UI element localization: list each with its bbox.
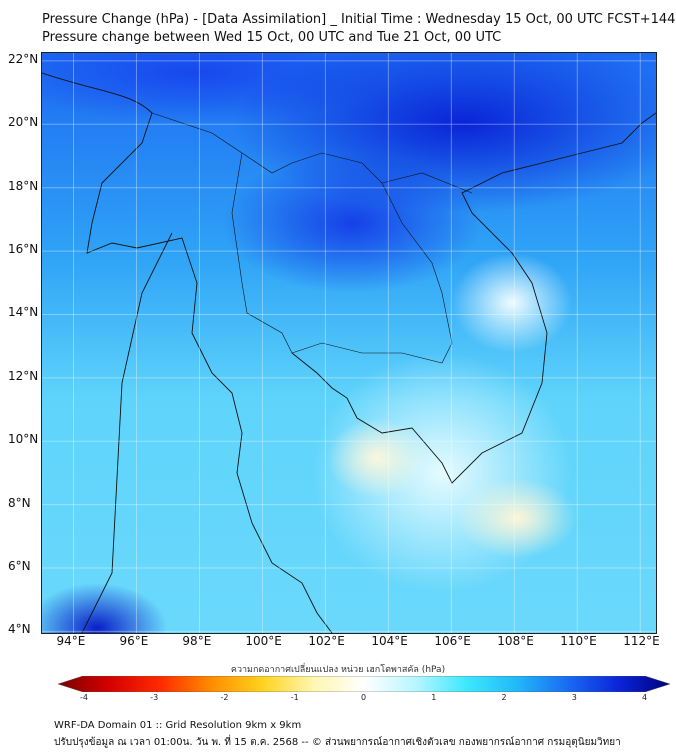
lat-tick-label: 10°N bbox=[8, 432, 39, 447]
map-overlay bbox=[42, 53, 656, 633]
lon-tick-label: 96°E bbox=[119, 634, 149, 648]
lon-tick-label: 112°E bbox=[623, 634, 660, 648]
colorbar bbox=[58, 676, 670, 692]
lat-tick-label: 4°N bbox=[8, 622, 31, 637]
pressure-change-map bbox=[41, 52, 657, 634]
footer-update-info: ปรับปรุงข้อมูล ณ เวลา 01:00น. วัน พ. ที่… bbox=[54, 737, 621, 748]
colorbar-tick-label: -2 bbox=[220, 693, 229, 702]
lon-tick-label: 100°E bbox=[245, 634, 282, 648]
colorbar-tick-label: -4 bbox=[80, 693, 88, 702]
chart-subtitle: Pressure change between Wed 15 Oct, 00 U… bbox=[42, 30, 502, 45]
colorbar-tick-label: 0 bbox=[361, 693, 367, 702]
coastline bbox=[42, 72, 656, 633]
lon-tick-label: 98°E bbox=[182, 634, 212, 648]
lat-tick-label: 12°N bbox=[8, 368, 39, 383]
chart-title: Pressure Change (hPa) - [Data Assimilati… bbox=[42, 12, 676, 27]
lon-tick-label: 94°E bbox=[56, 634, 86, 648]
footer-model-info: WRF-DA Domain 01 :: Grid Resolution 9km … bbox=[54, 720, 302, 731]
colorbar-tick-label: 2 bbox=[501, 693, 507, 702]
lon-tick-label: 110°E bbox=[560, 634, 597, 648]
lon-tick-label: 106°E bbox=[434, 634, 471, 648]
colorbar-tick-label: -3 bbox=[150, 693, 159, 702]
lat-tick-label: 6°N bbox=[8, 559, 31, 574]
lat-tick-label: 8°N bbox=[8, 495, 31, 510]
colorbar-label: ความกดอากาศเปลี่ยนแปลง หน่วย เฮกโตพาสคัล… bbox=[230, 665, 446, 675]
colorbar-tick-label: 1 bbox=[431, 693, 437, 702]
colorbar-tick-label: -1 bbox=[290, 693, 299, 702]
lat-tick-label: 18°N bbox=[8, 178, 39, 193]
lon-tick-label: 102°E bbox=[308, 634, 345, 648]
colorbar-fill bbox=[58, 676, 670, 692]
colorbar-tick-label: 3 bbox=[571, 693, 577, 702]
lon-tick-label: 108°E bbox=[497, 634, 534, 648]
lat-tick-label: 16°N bbox=[8, 242, 39, 257]
lat-tick-label: 20°N bbox=[8, 115, 39, 130]
lon-tick-label: 104°E bbox=[371, 634, 408, 648]
lat-tick-label: 14°N bbox=[8, 305, 39, 320]
lat-tick-label: 22°N bbox=[8, 51, 39, 66]
colorbar-tick-label: 4 bbox=[642, 693, 648, 702]
country-borders bbox=[151, 112, 473, 364]
